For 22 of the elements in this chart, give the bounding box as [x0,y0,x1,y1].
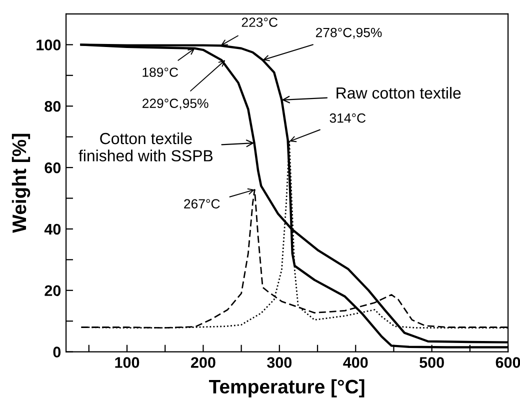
x-axis-title: Temperature [°C] [209,379,364,398]
x-tick-label: 100 [115,357,140,368]
legend-label: Raw cotton textile [336,86,461,99]
annotation: 223°C [242,18,278,27]
y-tick-label: 100 [36,40,61,50]
text: Cotton textile finished with SSPB [78,132,213,162]
y-tick-label: 40 [44,224,61,235]
annotation: 278°C,95% [316,28,382,39]
x-tick-label: 400 [343,357,368,368]
annotation: 314°C [330,113,366,123]
annotation: 267°C [184,199,220,208]
x-tick-label: 600 [496,357,520,368]
x-tick-label: 200 [191,357,216,368]
annotation: 229°C,95% [142,98,208,110]
y-axis-title: Weight [%] [12,134,30,233]
annotation: 189°C [142,68,178,77]
y-tick-label: 0 [53,346,61,358]
x-tick-label: 500 [420,357,444,368]
x-tick-label: 300 [267,357,292,368]
y-tick-label: 60 [44,162,61,174]
y-tick-label: 20 [44,285,61,296]
y-tick-label: 80 [44,100,61,112]
